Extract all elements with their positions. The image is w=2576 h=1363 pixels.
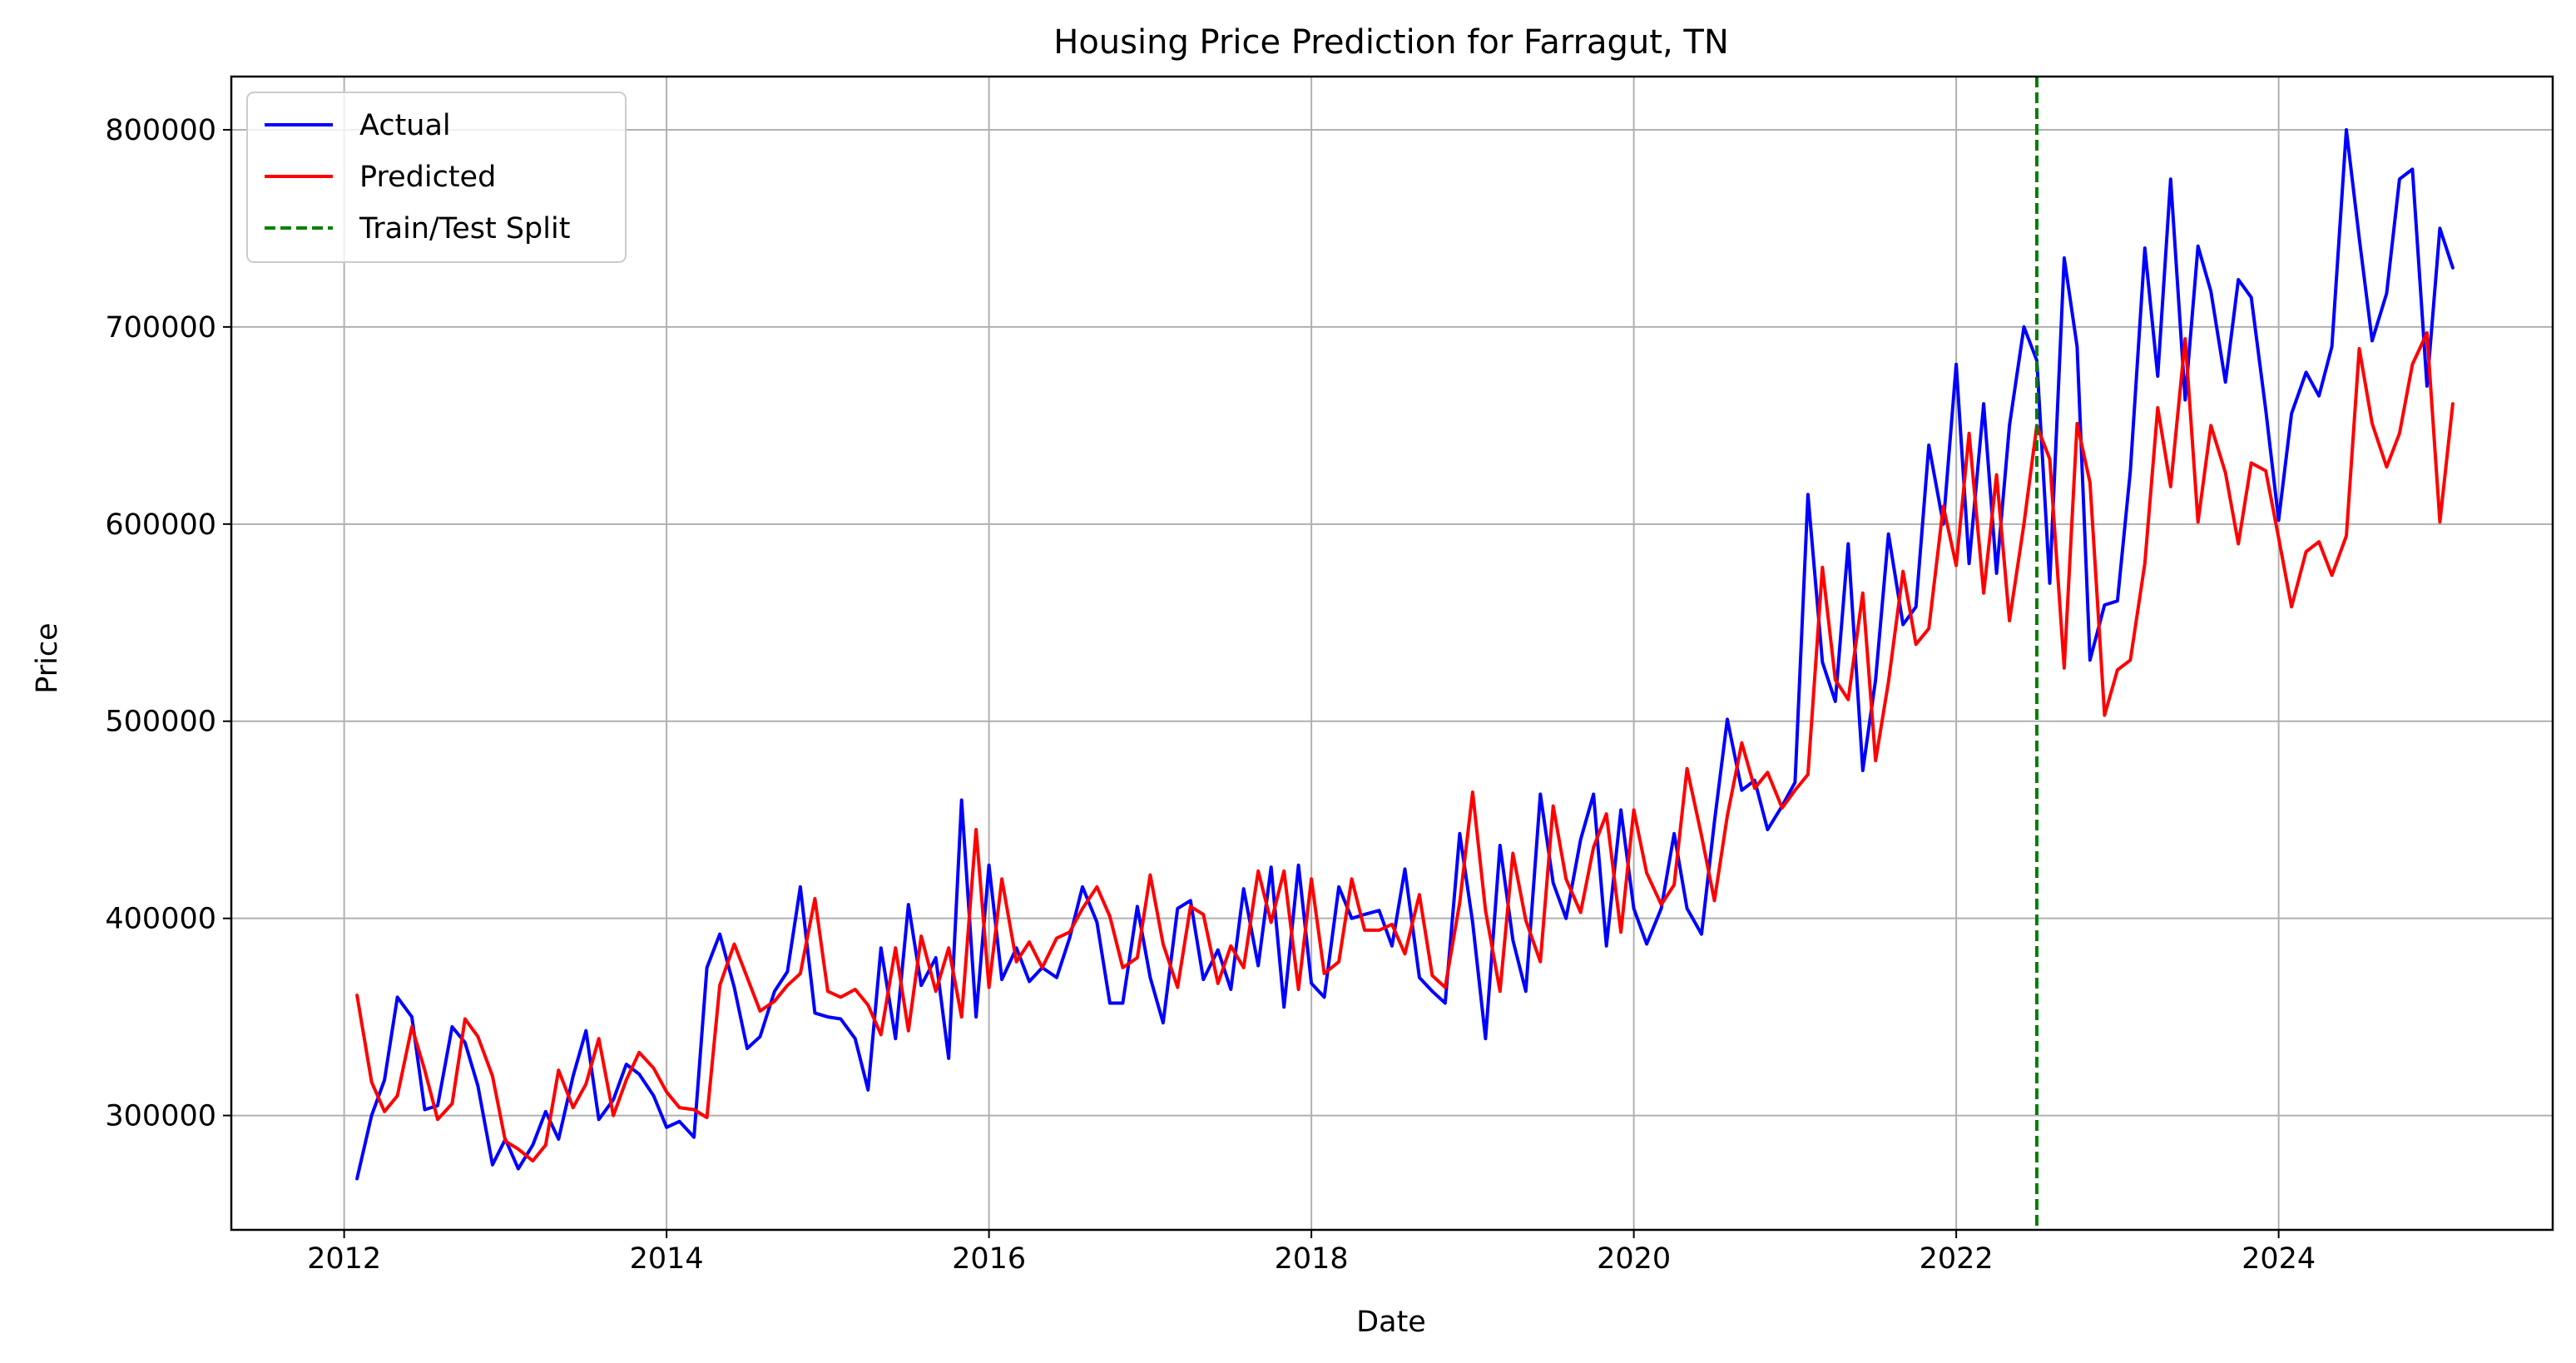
series-line-predicted <box>355 331 2455 1163</box>
y-tick-label: 300000 <box>105 1100 216 1133</box>
series-layer <box>355 128 2455 1181</box>
x-tick-label: 2022 <box>1920 1242 1994 1276</box>
x-axis-label: Date <box>1356 1306 1426 1339</box>
x-tick-label: 2016 <box>952 1242 1026 1276</box>
x-tick-label: 2014 <box>630 1242 704 1276</box>
legend-label-split: Train/Test Split <box>359 212 570 245</box>
legend-label-predicted: Predicted <box>359 161 496 194</box>
y-tick-label: 500000 <box>105 706 216 739</box>
x-tick-label: 2020 <box>1597 1242 1671 1276</box>
ticks: 2012 2014 2016 2018 2020 2022 2024 300000 400000… <box>105 114 2316 1276</box>
y-tick-label: 800000 <box>105 114 216 147</box>
chart-title: Housing Price Prediction for Farragut, T… <box>1053 23 1729 62</box>
grid <box>231 77 2553 1230</box>
legend: Actual Predicted Train/Test Split <box>246 92 627 263</box>
legend-label-actual: Actual <box>359 109 451 142</box>
x-tick-label: 2024 <box>2242 1242 2316 1276</box>
y-axis-label: Price <box>31 622 64 693</box>
series-line-actual <box>355 128 2455 1181</box>
y-tick-label: 600000 <box>105 508 216 542</box>
y-tick-label: 700000 <box>105 311 216 344</box>
x-tick-label: 2018 <box>1275 1242 1349 1276</box>
legend-box <box>246 92 627 263</box>
y-tick-label: 400000 <box>105 903 216 936</box>
x-tick-label: 2012 <box>307 1242 381 1276</box>
plot-frame <box>230 75 2554 1232</box>
